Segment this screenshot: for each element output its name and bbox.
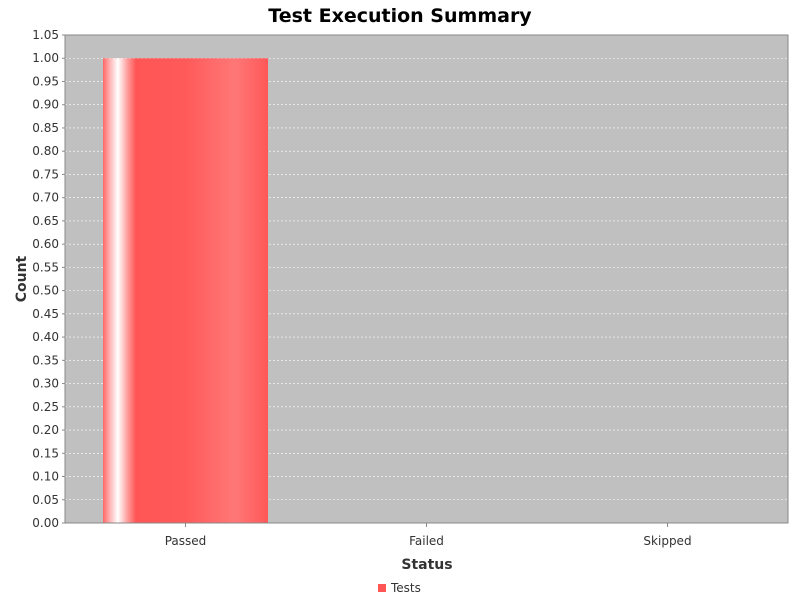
y-tick-label: 0.25 — [32, 400, 59, 414]
y-tick-label: 0.45 — [32, 307, 59, 321]
y-tick-label: 0.55 — [32, 260, 59, 274]
y-tick-label: 0.15 — [32, 446, 59, 460]
y-tick-label: 0.60 — [32, 237, 59, 251]
legend-swatch — [378, 584, 386, 592]
y-tick-label: 0.75 — [32, 167, 59, 181]
x-tick-label: Failed — [409, 534, 444, 548]
y-tick-label: 0.05 — [32, 493, 59, 507]
bars — [103, 58, 268, 523]
x-axis-ticks: Passed Failed Skipped — [165, 523, 692, 548]
legend: Tests — [378, 581, 421, 595]
y-tick-label: 1.05 — [32, 28, 59, 42]
y-tick-label: 0.70 — [32, 191, 59, 205]
x-axis-title: Status — [401, 557, 452, 573]
y-tick-label: 0.90 — [32, 98, 59, 112]
y-axis-title: Count — [14, 255, 30, 302]
y-tick-label: 0.85 — [32, 121, 59, 135]
y-tick-label: 0.00 — [32, 516, 59, 530]
y-tick-label: 0.80 — [32, 144, 59, 158]
x-tick-label: Skipped — [643, 534, 691, 548]
y-tick-label: 0.35 — [32, 353, 59, 367]
y-tick-label: 0.40 — [32, 330, 59, 344]
x-tick-label: Passed — [165, 534, 207, 548]
bar-passed — [103, 58, 268, 523]
chart-title: Test Execution Summary — [268, 5, 532, 27]
y-tick-label: 0.95 — [32, 74, 59, 88]
y-tick-label: 0.20 — [32, 423, 59, 437]
y-tick-label: 0.30 — [32, 377, 59, 391]
y-tick-label: 0.10 — [32, 470, 59, 484]
y-tick-label: 1.00 — [32, 51, 59, 65]
y-tick-label: 0.65 — [32, 214, 59, 228]
y-axis-ticks: 0.00 0.05 0.10 0.15 0.20 0.25 0.30 0.35 0.40 0.45… — [32, 28, 65, 530]
legend-label: Tests — [390, 581, 421, 595]
y-tick-label: 0.50 — [32, 284, 59, 298]
